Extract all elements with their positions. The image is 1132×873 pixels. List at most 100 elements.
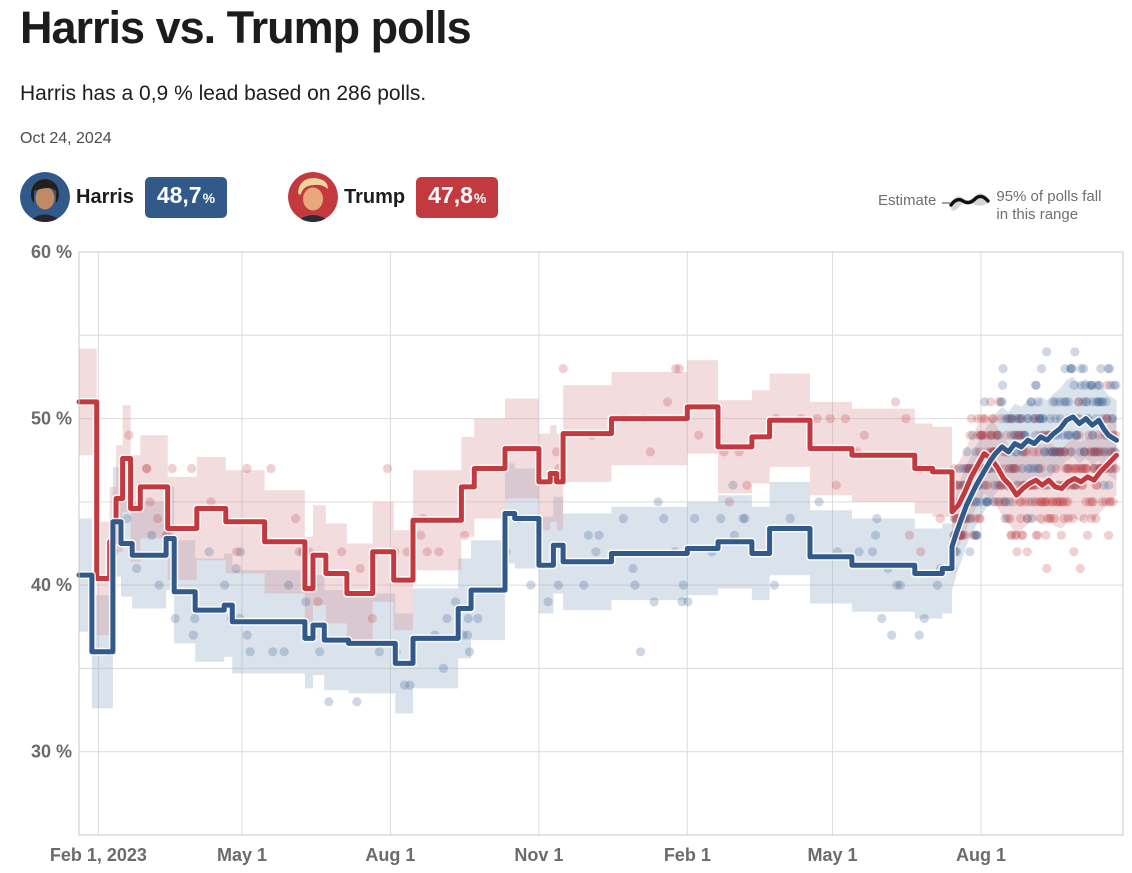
- poll-dot: [1093, 447, 1103, 457]
- poll-dot: [1064, 463, 1074, 474]
- poll-dot: [291, 513, 301, 524]
- poll-dot: [975, 430, 986, 440]
- poll-dot: [989, 480, 1000, 490]
- poll-dot: [831, 480, 841, 490]
- poll-dot: [1039, 447, 1049, 457]
- poll-dot: [975, 513, 985, 524]
- poll-dot: [1063, 513, 1073, 524]
- poll-dot: [279, 647, 289, 657]
- plot-frame: [78, 251, 1124, 836]
- poll-dot: [1042, 347, 1052, 357]
- poll-dot: [1081, 463, 1091, 474]
- poll-dot: [145, 497, 155, 507]
- estimate-legend: Estimate 95% of polls fall in this range: [878, 188, 1124, 224]
- poll-dot: [1045, 414, 1055, 424]
- poll-dot: [1101, 397, 1111, 407]
- poll-dot: [1032, 497, 1042, 507]
- subtitle: Harris has a 0,9 % lead based on 286 pol…: [20, 82, 427, 105]
- poll-dot: [1040, 447, 1050, 457]
- poll-dot: [716, 513, 726, 524]
- poll-dot: [1027, 397, 1037, 407]
- poll-dot: [1084, 430, 1094, 440]
- poll-dot: [892, 580, 902, 590]
- poll-dot: [1052, 497, 1063, 507]
- poll-dot: [1035, 414, 1045, 424]
- poll-dot: [1102, 414, 1112, 424]
- poll-dot: [690, 513, 700, 524]
- x-tick-label: Aug 1: [956, 845, 1006, 865]
- poll-dot: [1068, 513, 1078, 524]
- poll-dot: [220, 580, 230, 590]
- poll-dot: [996, 414, 1006, 424]
- trump-value: 47,8: [428, 181, 473, 208]
- polls-chart[interactable]: 60 % 50 % 40 % 30 % Feb 1, 2023 May 1 Aug 1 Nov…: [0, 240, 1132, 873]
- poll-dot: [1067, 364, 1077, 374]
- poll-dot: [1081, 497, 1091, 507]
- poll-dot: [1091, 513, 1101, 524]
- poll-dot: [969, 530, 980, 540]
- poll-dot: [132, 563, 142, 574]
- x-tick-label: Feb 1, 2023: [50, 845, 147, 865]
- poll-dot: [645, 447, 656, 457]
- page-title: Harris vs. Trump polls: [20, 2, 472, 53]
- range-note-line1: 95% of polls fall: [996, 188, 1102, 205]
- poll-dot: [1097, 397, 1107, 407]
- poll-dot: [986, 430, 996, 440]
- poll-dot: [1007, 414, 1017, 424]
- poll-dot: [1012, 463, 1022, 474]
- poll-dot: [1030, 380, 1041, 390]
- poll-dot: [1050, 414, 1061, 424]
- poll-dot: [464, 647, 475, 657]
- poll-dot: [694, 430, 704, 440]
- poll-dot: [965, 430, 975, 440]
- poll-dot: [659, 513, 669, 524]
- poll-dot: [1094, 447, 1104, 457]
- poll-dot: [315, 647, 325, 657]
- poll-dot: [1034, 414, 1045, 424]
- poll-dot: [352, 697, 362, 707]
- poll-dot: [382, 463, 393, 474]
- poll-dot: [1104, 480, 1114, 490]
- poll-dot: [1051, 463, 1061, 474]
- poll-dot: [1031, 414, 1041, 424]
- poll-dot: [1087, 497, 1097, 507]
- poll-dot: [1003, 414, 1013, 424]
- poll-dot: [985, 397, 996, 407]
- poll-dot: [1031, 380, 1041, 390]
- poll-dot: [674, 364, 684, 374]
- poll-dot: [1105, 364, 1115, 374]
- poll-dot: [1017, 430, 1027, 440]
- poll-dot: [232, 547, 242, 557]
- poll-dot: [742, 480, 752, 490]
- poll-dot: [1015, 497, 1025, 507]
- poll-dot: [1066, 364, 1076, 374]
- poll-dot: [1014, 430, 1024, 440]
- poll-dot: [1038, 414, 1048, 424]
- poll-dot: [1005, 513, 1015, 524]
- poll-dot: [1103, 364, 1113, 374]
- poll-dot: [324, 697, 334, 707]
- y-tick-label: 40 %: [31, 575, 72, 595]
- poll-dot: [473, 613, 483, 624]
- poll-dot: [1079, 364, 1089, 374]
- range-note-line2: in this range: [996, 206, 1079, 223]
- poll-dot: [154, 580, 164, 590]
- poll-dot: [187, 463, 197, 474]
- poll-dot: [974, 513, 984, 524]
- poll-dot: [973, 430, 984, 440]
- poll-dot: [1085, 380, 1095, 390]
- poll-dot: [895, 580, 905, 590]
- estimate-label: Estimate: [878, 192, 937, 209]
- poll-dot: [977, 430, 987, 440]
- poll-dot: [1027, 497, 1037, 507]
- poll-dot: [1051, 447, 1061, 457]
- poll-dot: [996, 397, 1006, 407]
- poll-dot: [1095, 447, 1105, 457]
- poll-dot: [1007, 414, 1017, 424]
- poll-dot: [1080, 380, 1090, 390]
- poll-dot: [1000, 497, 1011, 507]
- poll-dot: [872, 513, 882, 524]
- poll-dot: [153, 513, 163, 524]
- poll-dot: [970, 513, 981, 524]
- poll-dot: [1048, 497, 1058, 507]
